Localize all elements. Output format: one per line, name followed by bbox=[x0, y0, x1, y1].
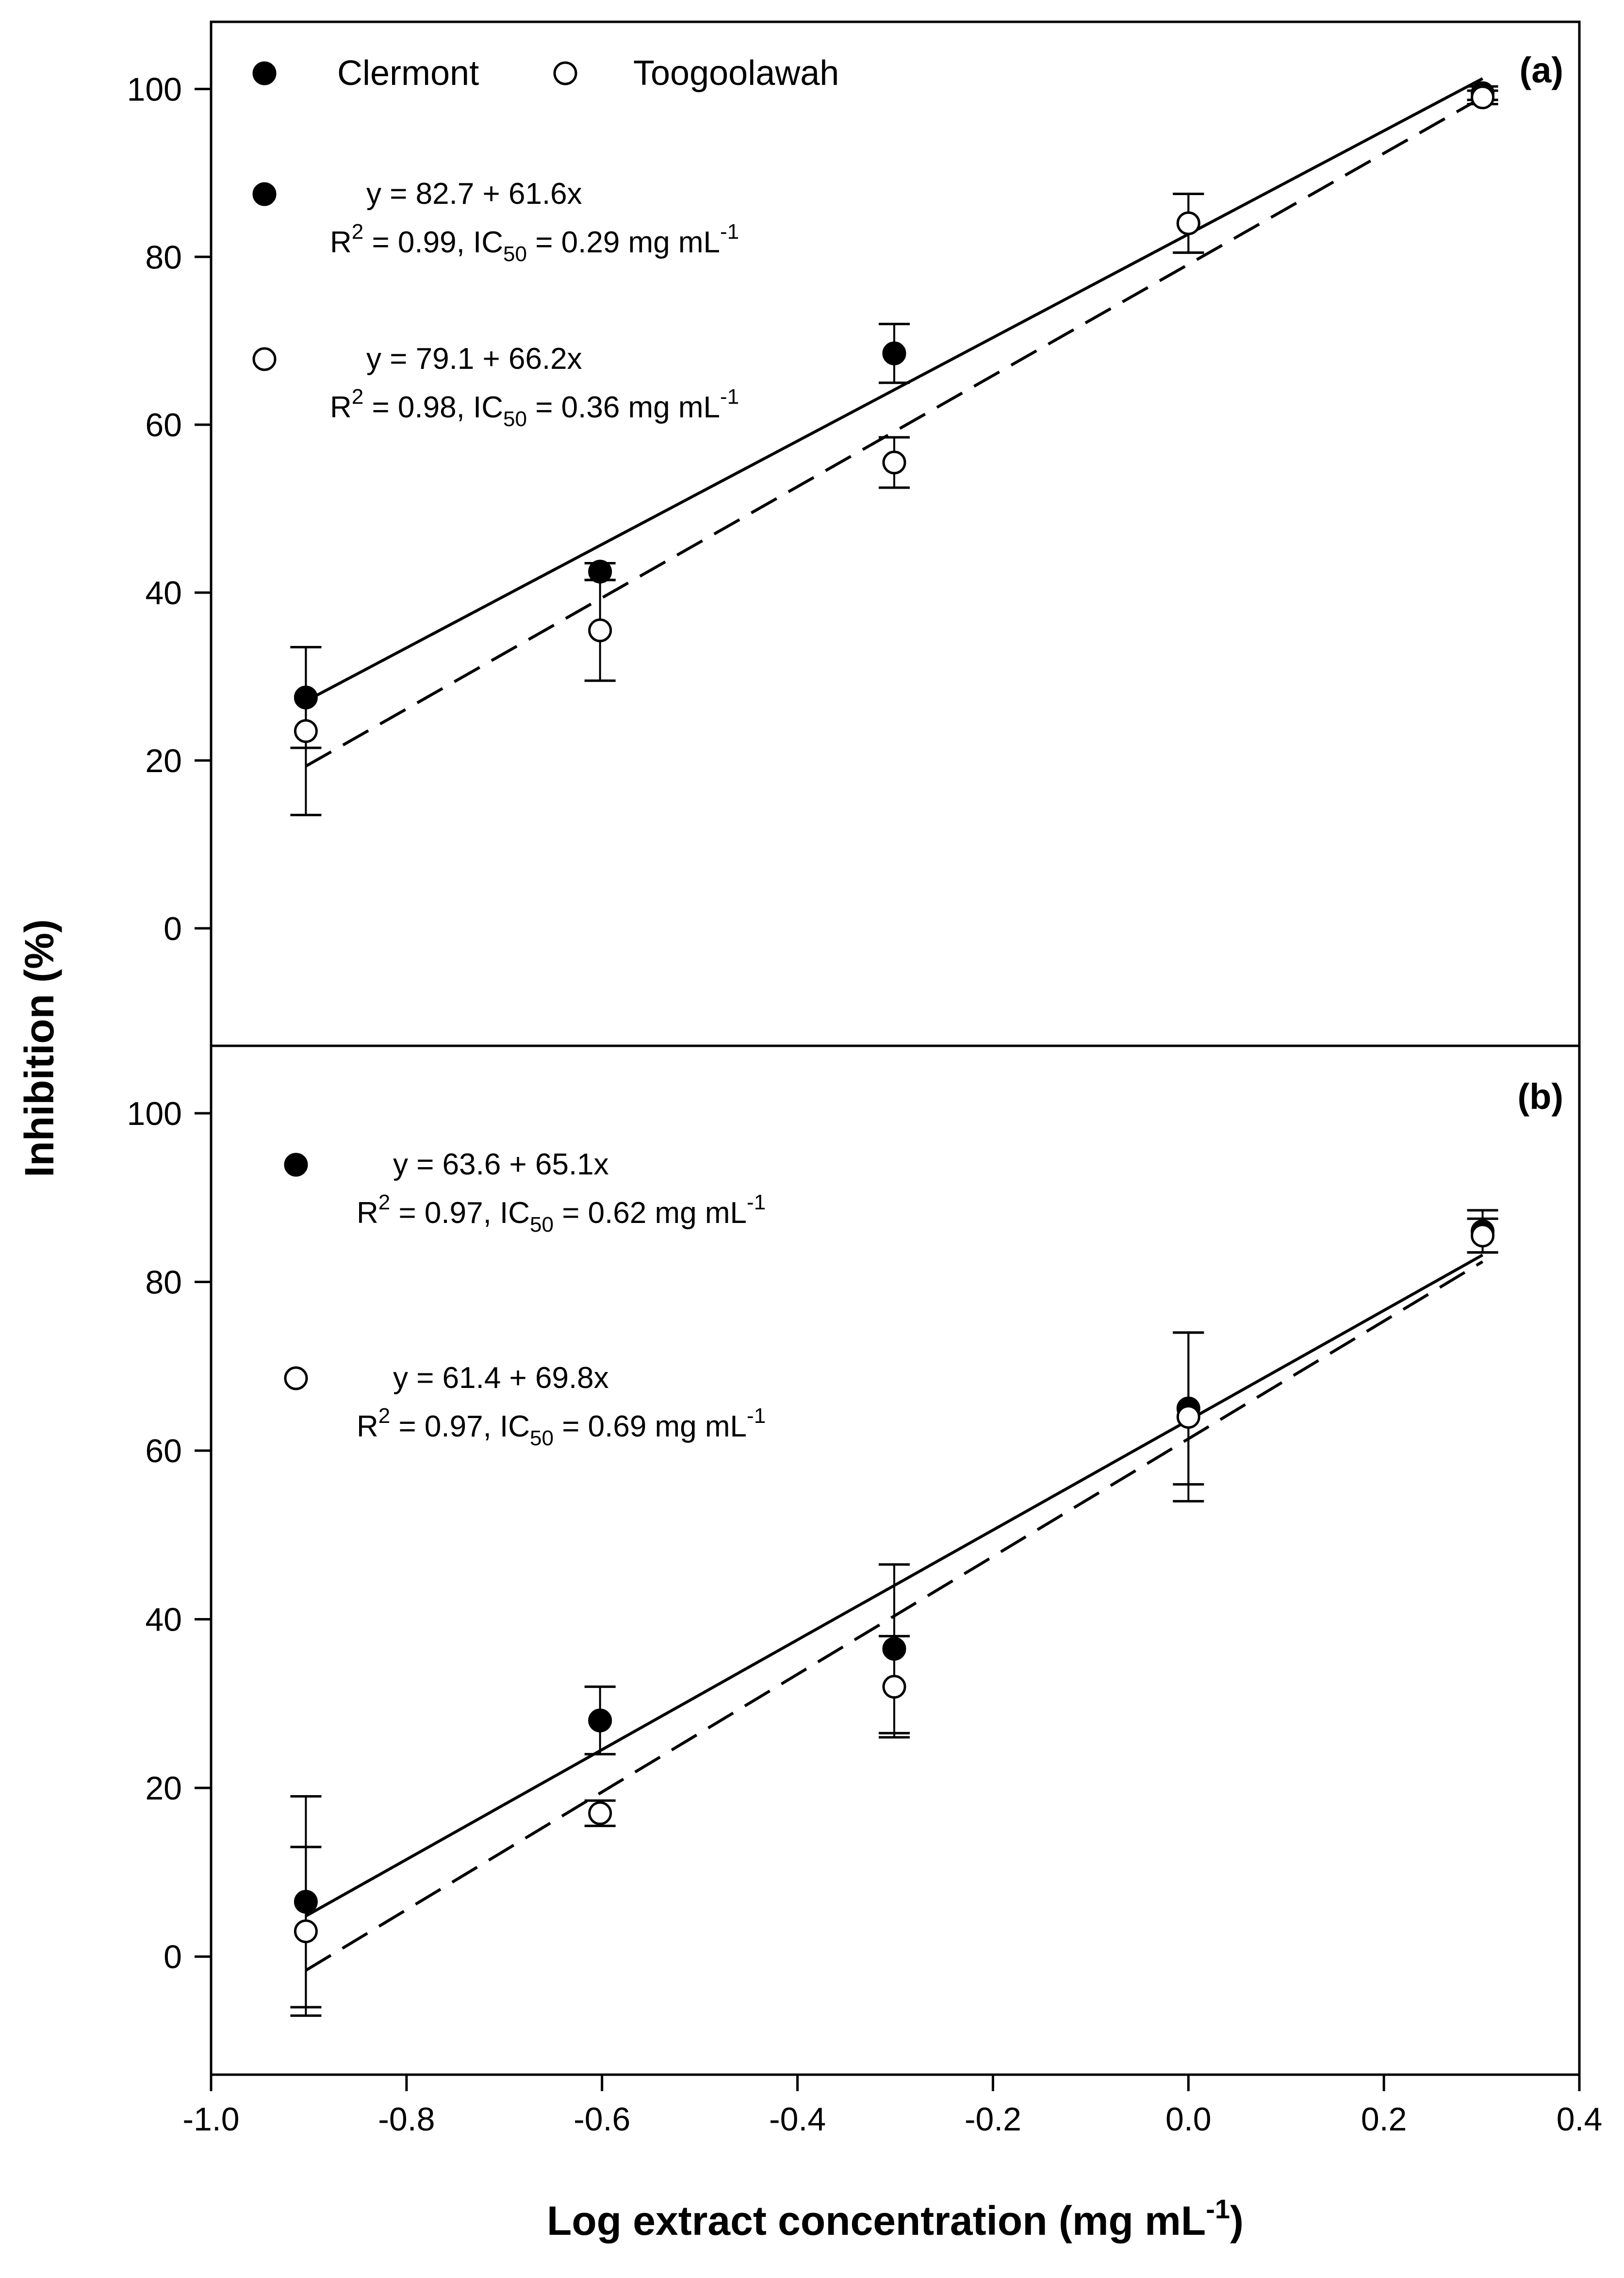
r2-label: R bbox=[330, 226, 352, 259]
y-axis-title: Inhibition (%) bbox=[16, 919, 62, 1177]
x-tick-label: -0.2 bbox=[965, 2101, 1021, 2138]
x-axis-title-main: Log extract concentration (mg mL bbox=[547, 2198, 1206, 2244]
panel-frame bbox=[210, 20, 1581, 1047]
equation-text: y = 79.1 + 66.2x bbox=[366, 342, 582, 376]
legend-marker bbox=[252, 61, 277, 85]
r2-superscript: 2 bbox=[378, 1404, 390, 1428]
r2-value: = 0.99, IC bbox=[363, 226, 503, 259]
ic50-subscript: 50 bbox=[530, 1213, 554, 1237]
unit-superscript: -1 bbox=[747, 1404, 766, 1428]
data-point-toogoolawah bbox=[588, 1801, 612, 1825]
unit-superscript: -1 bbox=[720, 220, 739, 244]
r2-label: R bbox=[357, 1196, 378, 1230]
x-axis-title-superscript: -1 bbox=[1206, 2194, 1230, 2224]
data-point-toogoolawah bbox=[1471, 1223, 1495, 1248]
data-point-toogoolawah bbox=[882, 1675, 906, 1699]
legend-marker bbox=[553, 61, 577, 85]
legend: Clermont Toogoolawah bbox=[252, 54, 839, 93]
x-tick-label: 0.4 bbox=[1557, 2101, 1603, 2138]
r2-label: R bbox=[330, 391, 352, 424]
panel-frame bbox=[210, 1044, 1581, 2076]
unit-superscript: -1 bbox=[747, 1190, 766, 1214]
ic50-subscript: 50 bbox=[530, 1426, 554, 1450]
unit-superscript: -1 bbox=[720, 385, 739, 409]
ic50-value: = 0.69 mg mL bbox=[554, 1410, 747, 1443]
r2-ic50-text: R2 = 0.99, IC50 = 0.29 mg mL-1 bbox=[330, 220, 739, 266]
y-tick-label: 60 bbox=[145, 407, 182, 444]
panel-label: (a) bbox=[1520, 50, 1563, 90]
y-tick-label: 0 bbox=[164, 1939, 182, 1976]
r2-ic50-text: R2 = 0.98, IC50 = 0.36 mg mL-1 bbox=[330, 385, 739, 431]
series-toogoolawah: y = 61.4 + 69.8x R2 = 0.97, IC50 = 0.69 m… bbox=[284, 1217, 1498, 2017]
y-tick-label: 100 bbox=[127, 71, 182, 108]
ic50-subscript: 50 bbox=[503, 407, 527, 431]
y-tick-label: 40 bbox=[145, 575, 182, 611]
data-point-toogoolawah bbox=[1176, 1405, 1200, 1429]
x-axis-title-close: ) bbox=[1230, 2198, 1244, 2244]
data-point-clermont bbox=[882, 341, 906, 365]
y-tick-label: 40 bbox=[145, 1601, 182, 1638]
r2-superscript: 2 bbox=[352, 220, 363, 244]
r2-ic50-text: R2 = 0.97, IC50 = 0.69 mg mL-1 bbox=[357, 1404, 766, 1450]
fit-line-toogoolawah bbox=[305, 1260, 1484, 1972]
equation-marker bbox=[252, 182, 277, 206]
r2-value: = 0.98, IC bbox=[363, 391, 503, 424]
y-tick-label: 0 bbox=[164, 910, 182, 947]
x-tick-label: 0.2 bbox=[1361, 2101, 1407, 2138]
fit-line-clermont bbox=[305, 77, 1483, 703]
x-axis-title: Log extract concentration (mg mL-1) bbox=[547, 2194, 1244, 2244]
r2-value: = 0.97, IC bbox=[390, 1410, 530, 1443]
data-point-toogoolawah bbox=[1176, 211, 1200, 235]
ic50-subscript: 50 bbox=[503, 242, 527, 266]
equation-marker bbox=[284, 1153, 308, 1177]
r2-superscript: 2 bbox=[352, 385, 363, 409]
r2-label: R bbox=[357, 1410, 378, 1443]
panel-label: (b) bbox=[1518, 1076, 1564, 1117]
equation-text: y = 82.7 + 61.6x bbox=[366, 177, 582, 211]
data-point-toogoolawah bbox=[588, 618, 612, 643]
ic50-value: = 0.62 mg mL bbox=[554, 1196, 747, 1230]
x-tick-label: -0.6 bbox=[574, 2101, 630, 2138]
y-tick-label: 20 bbox=[145, 743, 182, 779]
data-point-toogoolawah bbox=[294, 719, 318, 743]
y-tick-label: 60 bbox=[145, 1433, 182, 1469]
r2-ic50-text: R2 = 0.97, IC50 = 0.62 mg mL-1 bbox=[357, 1190, 766, 1237]
r2-superscript: 2 bbox=[378, 1190, 390, 1214]
ic50-value: = 0.36 mg mL bbox=[527, 391, 720, 424]
x-tick-label: -0.8 bbox=[378, 2101, 435, 2138]
data-point-toogoolawah bbox=[294, 1919, 318, 1944]
ic50-value: = 0.29 mg mL bbox=[527, 226, 720, 259]
data-point-toogoolawah bbox=[1471, 85, 1495, 110]
legend-label: Toogoolawah bbox=[633, 54, 839, 93]
fit-line-toogoolawah bbox=[305, 96, 1484, 768]
legend-label: Clermont bbox=[337, 54, 479, 93]
data-point-toogoolawah bbox=[882, 450, 906, 475]
y-tick-label: 20 bbox=[145, 1770, 182, 1807]
equation-marker bbox=[284, 1366, 308, 1390]
y-tick-label: 100 bbox=[127, 1095, 182, 1132]
y-tick-label: 80 bbox=[145, 1264, 182, 1301]
r2-value: = 0.97, IC bbox=[390, 1196, 530, 1230]
x-tick-label: -0.4 bbox=[769, 2101, 826, 2138]
equation-marker bbox=[252, 347, 277, 371]
x-tick-label: 0.0 bbox=[1165, 2101, 1212, 2138]
equation-text: y = 61.4 + 69.8x bbox=[393, 1361, 609, 1395]
y-tick-label: 80 bbox=[145, 239, 182, 276]
equation-text: y = 63.6 + 65.1x bbox=[393, 1148, 609, 1181]
x-tick-label: -1.0 bbox=[182, 2101, 239, 2138]
data-point-clermont bbox=[588, 1708, 612, 1733]
